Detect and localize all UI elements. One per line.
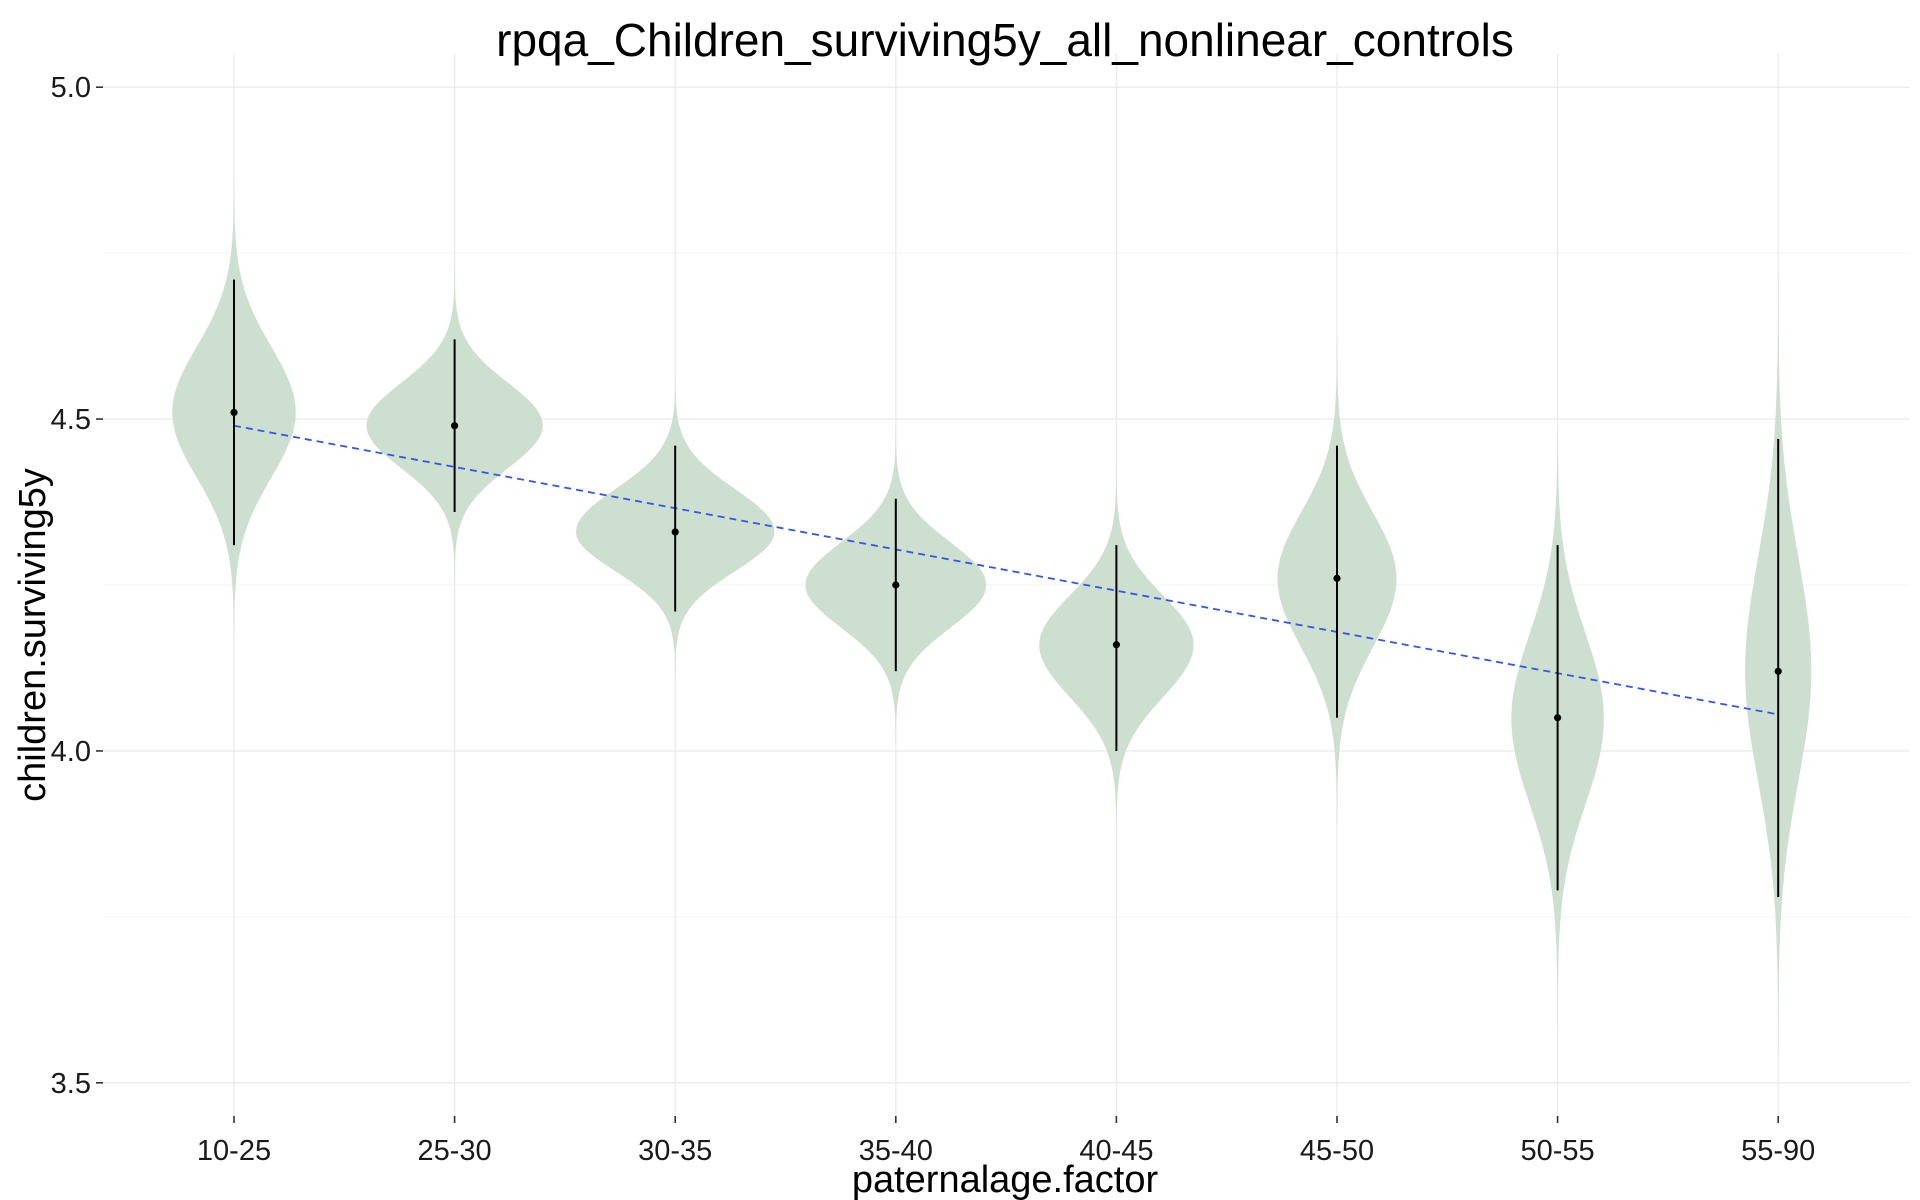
x-tick-label: 25-30 [418,1135,492,1167]
y-axis-title: children.surviving5y [12,468,54,802]
x-tick-label: 40-45 [1079,1135,1153,1167]
point-45-50 [1333,574,1341,582]
point-55-90 [1774,667,1782,675]
violins [172,180,1812,1063]
point-35-40 [892,581,900,589]
y-tick-label: 4.5 [51,404,91,436]
point-10-25 [230,408,238,417]
x-tick-label: 50-55 [1521,1135,1595,1167]
gridlines [103,54,1910,1116]
y-tick-label: 5.0 [51,72,91,104]
chart-title: rpqa_Children_surviving5y_all_nonlinear_… [496,14,1514,66]
point-50-55 [1554,714,1562,722]
point-30-35 [671,528,679,536]
point-40-45 [1112,641,1120,649]
x-tick-label: 10-25 [197,1135,271,1167]
point-25-30 [451,422,459,430]
x-axis-title: paternalage.factor [852,1159,1159,1200]
x-axis: 10-25 25-30 30-35 35-40 40-45 45-50 50-55 55-90 [197,1116,1815,1167]
point-markers [230,279,1782,897]
x-tick-label: 45-50 [1300,1135,1374,1167]
y-tick-label: 4.0 [51,736,91,768]
trend-line [233,424,1779,716]
x-tick-label: 30-35 [638,1135,712,1167]
y-tick-label: 3.5 [51,1068,91,1100]
x-tick-label: 35-40 [859,1135,933,1167]
y-axis: 3.5 4.0 4.5 5.0 [51,72,103,1100]
trend-line-group [233,424,1779,716]
x-tick-label: 55-90 [1741,1135,1815,1167]
